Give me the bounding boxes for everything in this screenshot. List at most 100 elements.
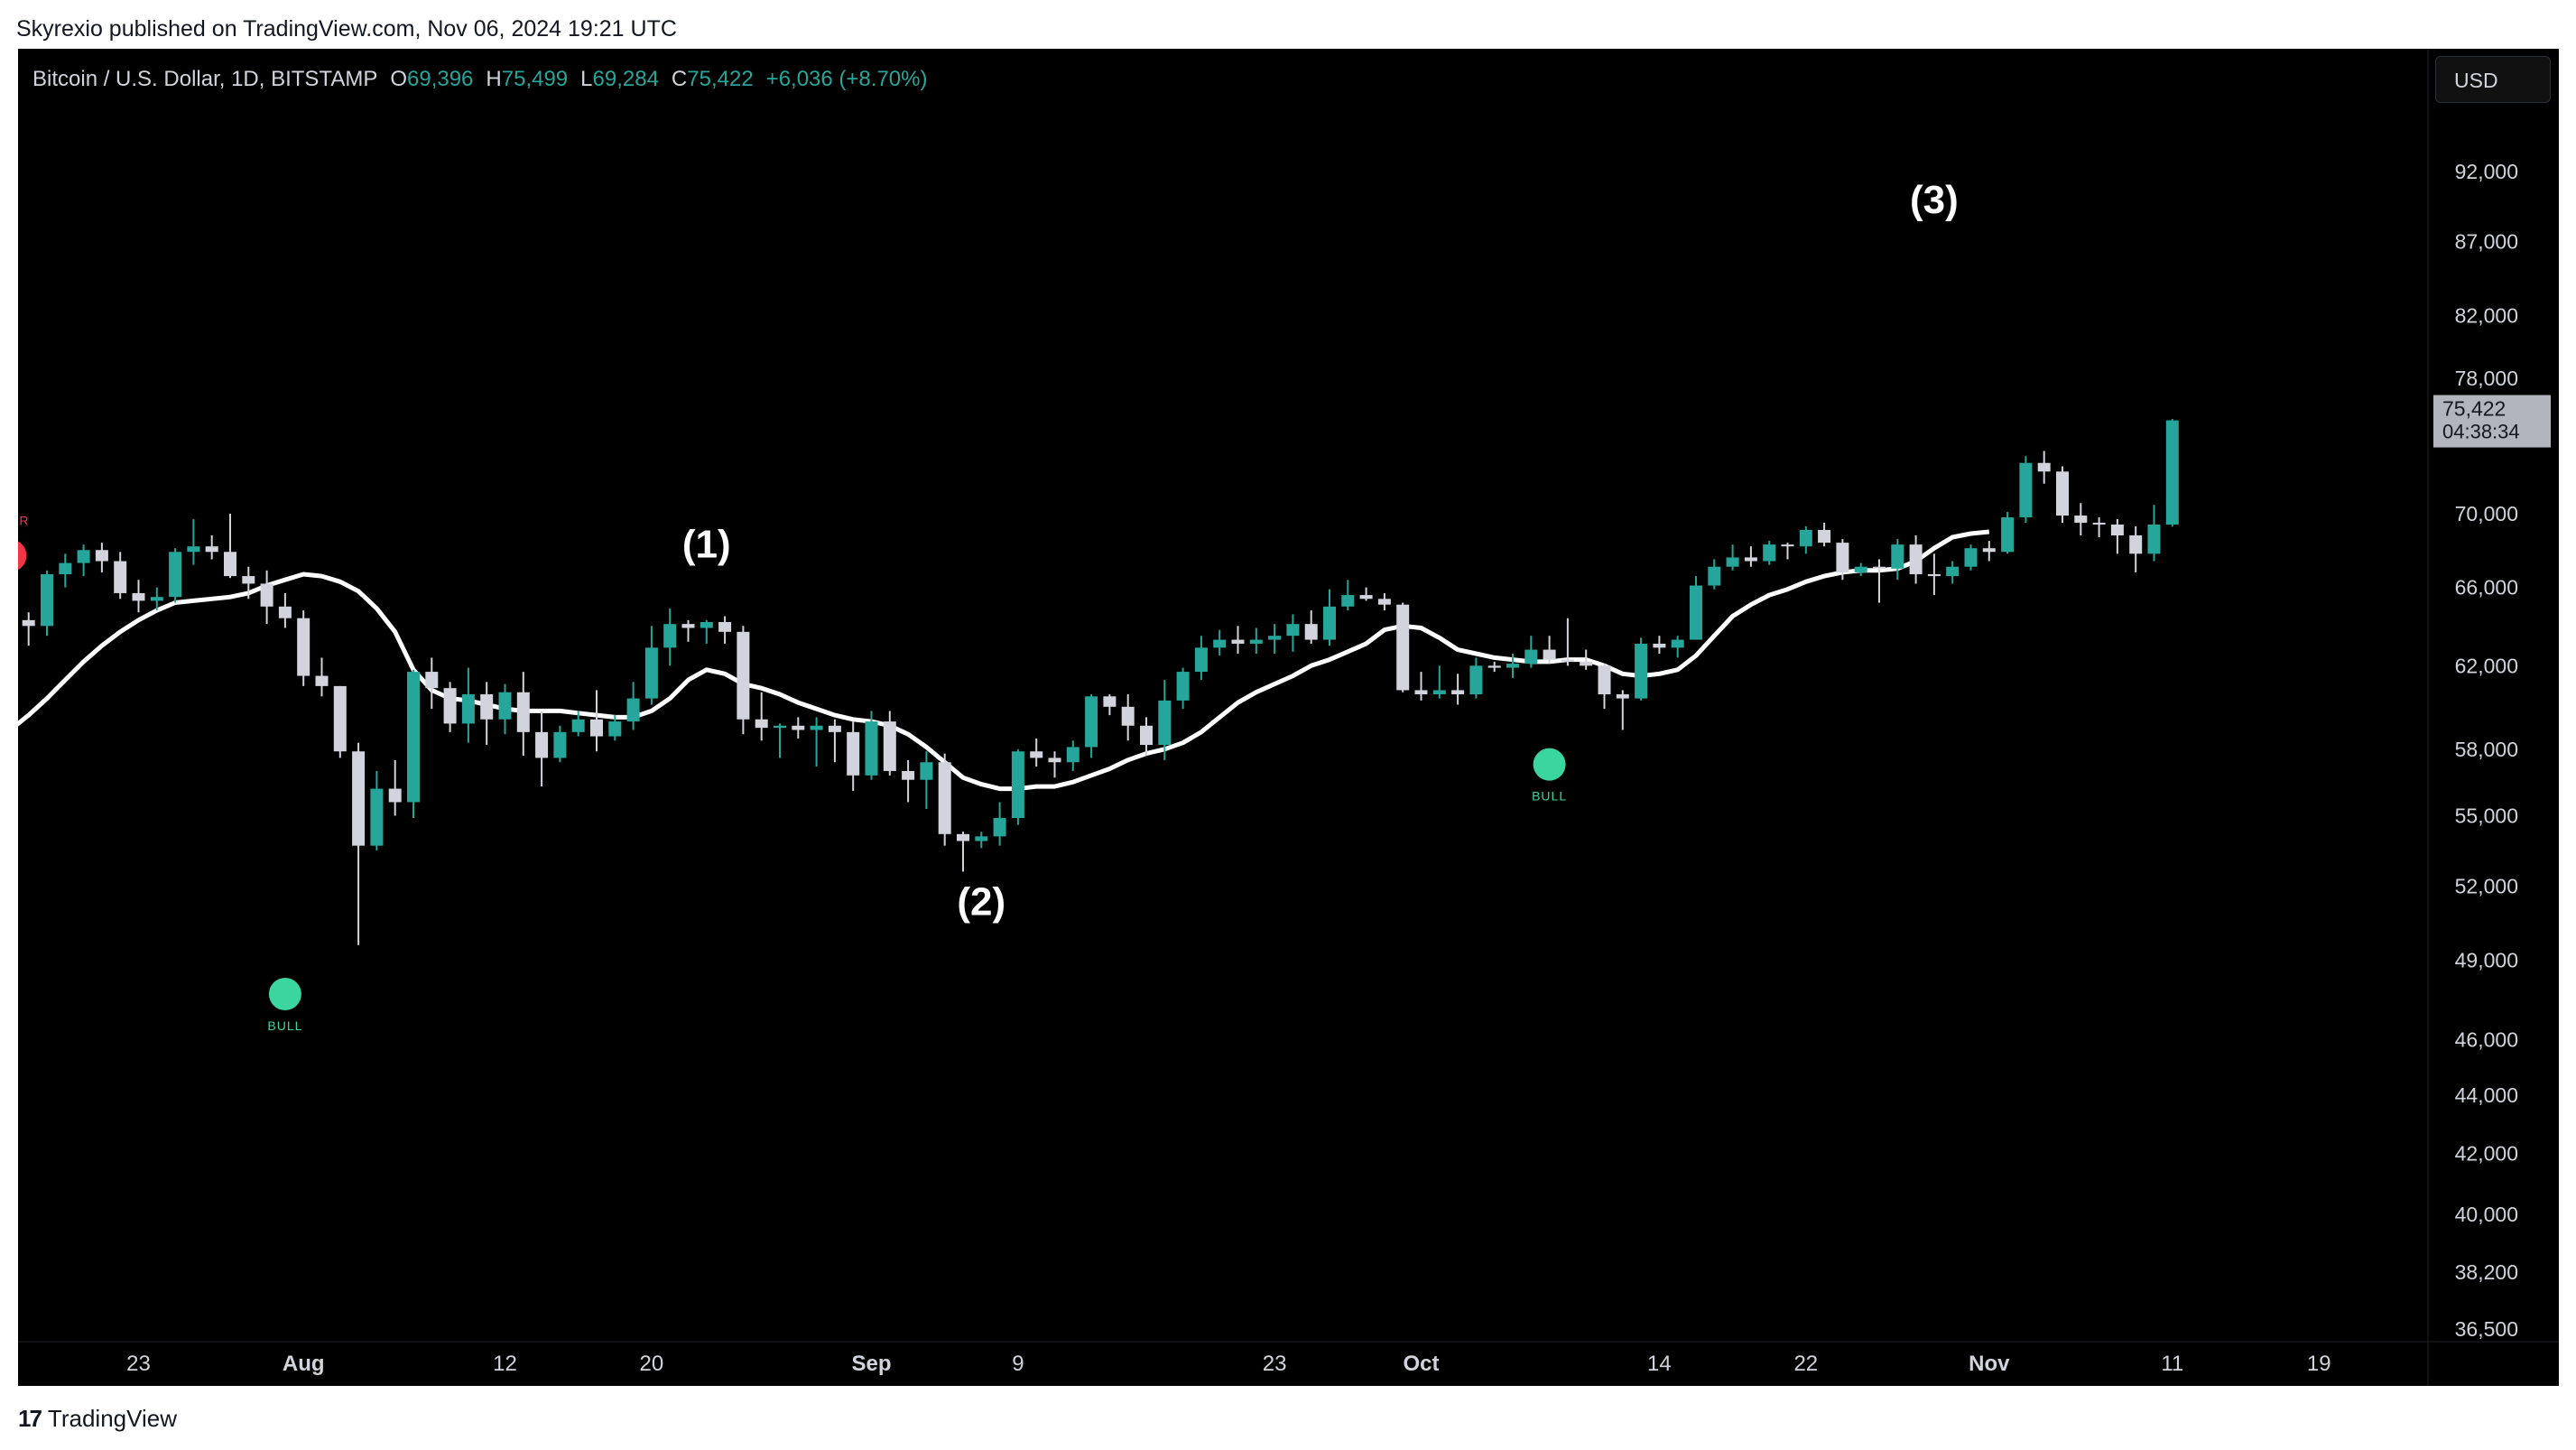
candle[interactable]: [59, 553, 72, 588]
symbol-title[interactable]: Bitcoin / U.S. Dollar, 1D, BITSTAMP: [32, 67, 378, 91]
candle[interactable]: [1543, 636, 1556, 665]
candle[interactable]: [1432, 665, 1446, 699]
candle[interactable]: [2001, 512, 2015, 554]
candle[interactable]: [774, 723, 786, 758]
candle[interactable]: [1616, 690, 1629, 730]
candle[interactable]: [1982, 541, 1996, 562]
candle[interactable]: [1121, 694, 1135, 741]
candle[interactable]: [865, 711, 878, 780]
candle[interactable]: [1744, 546, 1757, 567]
candle[interactable]: [278, 592, 292, 628]
candle[interactable]: [938, 753, 951, 846]
candle[interactable]: [1140, 717, 1153, 757]
candle[interactable]: [1396, 602, 1410, 692]
candle[interactable]: [1708, 559, 1721, 590]
candle[interactable]: [957, 832, 969, 872]
candle[interactable]: [608, 715, 622, 741]
candle[interactable]: [847, 721, 860, 792]
candle[interactable]: [1690, 576, 1702, 640]
candle[interactable]: [2147, 505, 2161, 562]
candle[interactable]: [1873, 559, 1886, 603]
candle[interactable]: [902, 759, 915, 803]
candle[interactable]: [114, 552, 127, 600]
candle[interactable]: [663, 608, 677, 666]
candle[interactable]: [1598, 664, 1611, 710]
candle[interactable]: [1927, 553, 1941, 596]
candle[interactable]: [737, 626, 750, 735]
candle[interactable]: [644, 626, 658, 705]
currency-button[interactable]: USD: [2435, 56, 2551, 103]
candle[interactable]: [169, 548, 182, 603]
candle[interactable]: [571, 711, 585, 737]
candle[interactable]: [498, 683, 512, 735]
candle[interactable]: [1048, 751, 1061, 778]
candle[interactable]: [1891, 539, 1904, 581]
candle[interactable]: [1763, 541, 1776, 565]
candle[interactable]: [1066, 740, 1080, 771]
candle[interactable]: [993, 802, 1006, 846]
candle[interactable]: [2074, 503, 2088, 536]
candle[interactable]: [461, 667, 475, 743]
candle[interactable]: [1341, 580, 1355, 611]
candle[interactable]: [425, 657, 439, 710]
candle[interactable]: [480, 682, 494, 746]
tradingview-logo[interactable]: 17 TradingView: [18, 1405, 177, 1433]
candle[interactable]: [1524, 636, 1538, 668]
candle[interactable]: [810, 717, 823, 767]
candle[interactable]: [1781, 543, 1794, 560]
candle[interactable]: [1487, 661, 1501, 673]
candle[interactable]: [2092, 516, 2106, 538]
candle[interactable]: [1103, 694, 1117, 716]
chart-panel[interactable]: BULL BULL BEAR (1) (2) (3) 92,000 87,000 82,00…: [18, 49, 2559, 1386]
candle[interactable]: [1176, 667, 1190, 710]
candle[interactable]: [1561, 618, 1574, 666]
candle[interactable]: [1671, 636, 1684, 658]
candle[interactable]: [718, 616, 732, 644]
candle[interactable]: [224, 514, 236, 579]
candle[interactable]: [242, 566, 255, 600]
candle[interactable]: [1030, 738, 1043, 767]
candle[interactable]: [315, 657, 329, 697]
candle[interactable]: [132, 580, 145, 613]
candle[interactable]: [1085, 694, 1098, 758]
candle[interactable]: [1377, 592, 1391, 611]
candle[interactable]: [1799, 525, 1812, 554]
candle[interactable]: [41, 570, 53, 637]
candle[interactable]: [1946, 561, 1960, 584]
candle[interactable]: [1249, 627, 1263, 654]
candle[interactable]: [883, 711, 896, 776]
candle[interactable]: [1836, 539, 1849, 581]
candle[interactable]: [187, 518, 200, 565]
candle[interactable]: [1268, 624, 1282, 654]
candle[interactable]: [352, 742, 366, 945]
candle[interactable]: [1414, 672, 1428, 701]
candle[interactable]: [700, 619, 713, 644]
candle[interactable]: [1909, 535, 1923, 584]
candle[interactable]: [1580, 649, 1593, 670]
candle[interactable]: [1158, 680, 1172, 760]
candle[interactable]: [95, 543, 108, 572]
candle[interactable]: [828, 719, 841, 763]
candle[interactable]: [1506, 653, 1519, 678]
candle[interactable]: [2056, 466, 2069, 523]
candle[interactable]: [590, 690, 603, 752]
candle[interactable]: [1323, 589, 1336, 646]
candle[interactable]: [1854, 562, 1867, 577]
candle[interactable]: [407, 669, 420, 819]
price-chart[interactable]: BULL BULL BEAR (1) (2) (3) 92,000 87,000 82,00…: [18, 49, 2559, 1386]
candle[interactable]: [1213, 629, 1227, 656]
candle[interactable]: [2037, 451, 2051, 484]
candle[interactable]: [1194, 636, 1208, 681]
candle[interactable]: [2019, 456, 2033, 523]
candle[interactable]: [553, 725, 567, 763]
candle[interactable]: [370, 770, 384, 850]
candle[interactable]: [1964, 544, 1978, 571]
candle[interactable]: [1231, 626, 1245, 654]
candle[interactable]: [150, 587, 163, 611]
candle[interactable]: [1818, 522, 1831, 547]
candle[interactable]: [1011, 748, 1024, 825]
candle[interactable]: [1469, 657, 1483, 699]
candle[interactable]: [2110, 518, 2124, 554]
candle[interactable]: [1635, 637, 1648, 701]
candle[interactable]: [516, 672, 530, 757]
